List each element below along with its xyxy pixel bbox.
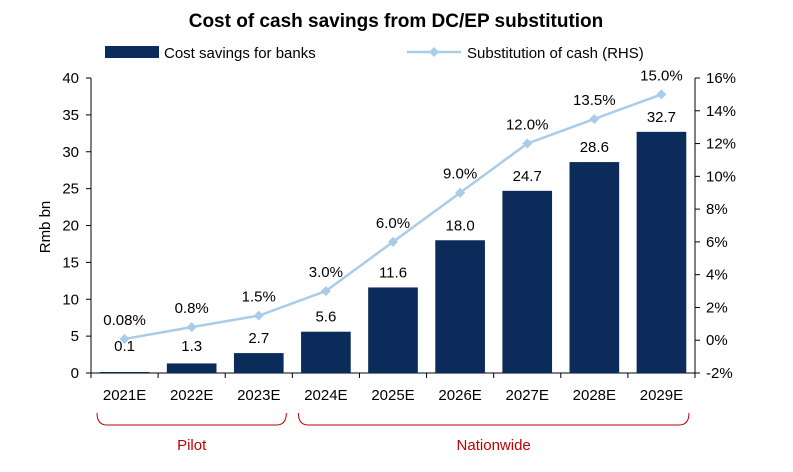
left-tick-label: 40 [62,70,79,87]
bar-value-label: 28.6 [580,139,609,156]
left-tick-label: 0 [71,365,79,382]
bar [502,190,553,373]
x-tick-label: 2024E [304,387,347,404]
right-tick-label: 10% [706,168,736,185]
left-axis: 0 5 10 15 20 25 30 35 40 [62,70,92,382]
right-tick-label: 0% [706,332,728,349]
bracket [297,412,690,426]
bar [368,287,418,373]
y-axis-title: Rmb bn [37,201,54,254]
left-tick-label: 15 [62,254,79,271]
bar [99,372,150,373]
legend-swatch-bar [105,46,159,58]
bar [636,131,687,373]
chart-title: Cost of cash savings from DC/EP substitu… [189,11,604,32]
line-point [320,286,331,297]
x-tick-label: 2022E [170,387,213,404]
right-tick-label: 6% [706,234,728,251]
left-tick-label: 5 [71,328,79,345]
bracket [96,412,287,426]
line-value-label: 9.0% [443,166,477,183]
line-point [656,89,667,100]
bar-value-label: 32.7 [647,109,676,126]
bar [569,162,620,373]
line-point [589,113,600,124]
line-point [522,138,533,149]
left-tick-label: 20 [62,218,79,235]
legend: Cost savings for banks Substitution of c… [105,45,644,62]
bar-value-label: 11.6 [379,264,407,281]
right-tick-label: 14% [706,103,736,120]
bar-value-label: 5.6 [315,309,336,326]
line-value-label: 6.0% [376,215,410,232]
right-tick-label: -2% [706,365,733,382]
bar-value-label: 18.0 [446,217,475,234]
legend-label-line: Substitution of cash (RHS) [467,45,644,62]
line-value-label: 0.8% [175,300,209,317]
right-tick-label: 8% [706,201,728,218]
right-tick-label: 12% [706,136,736,153]
line-point [388,236,398,247]
left-tick-label: 25 [62,181,79,198]
line-value-label: 12.0% [506,117,549,134]
bar [166,363,217,373]
x-tick-label: 2026E [438,387,481,404]
line-point [455,187,466,198]
line-point [253,310,264,321]
bar-value-label: 1.3 [181,338,202,355]
x-axis: 2021E 2022E 2023E 2024E 2025E 2026E 2027E 2028E… [90,372,696,404]
bar [233,353,284,373]
line-value-label: 1.5% [242,289,276,306]
x-tick-label: 2027E [506,387,549,404]
left-tick-label: 10 [62,291,79,308]
bar-value-label: 0.1 [114,338,135,355]
x-tick-label: 2025E [371,387,414,404]
line-point [119,333,130,344]
right-axis: -2% 0% 2% 4% 6% 8% 10% 12% 14% 16% [694,70,736,382]
bar-value-label: 24.7 [513,168,542,185]
line-series: 0.08% 0.8% 1.5% 3.0% 6.0% 9.0% 12.0% 13.5% 15.0% [103,67,683,344]
bar [301,331,351,373]
right-tick-label: 4% [706,267,728,284]
x-tick-label: 2029E [640,387,683,404]
legend-label-bar: Cost savings for banks [164,45,316,62]
x-tick-label: 2021E [103,387,146,404]
bar [435,240,485,373]
line-value-label: 13.5% [573,92,616,109]
right-tick-label: 2% [706,299,728,316]
bracket-label: Nationwide [457,437,531,454]
line-point [186,322,197,333]
x-tick-label: 2028E [573,387,616,404]
bracket-label: Pilot [177,437,207,454]
line-value-label: 15.0% [640,67,683,84]
line-value-label: 3.0% [309,264,343,281]
period-brackets: Pilot Nationwide [96,412,690,454]
line-value-label: 0.08% [103,312,146,329]
bar-value-label: 2.7 [248,330,269,347]
x-tick-label: 2023E [237,387,280,404]
left-tick-label: 35 [62,107,79,124]
bar-series: 0.1 1.3 2.7 5.6 11.6 18.0 24.7 28.6 32.7 [99,109,687,373]
legend-swatch-marker [429,47,439,57]
left-tick-label: 30 [62,144,79,161]
right-tick-label: 16% [706,70,736,87]
